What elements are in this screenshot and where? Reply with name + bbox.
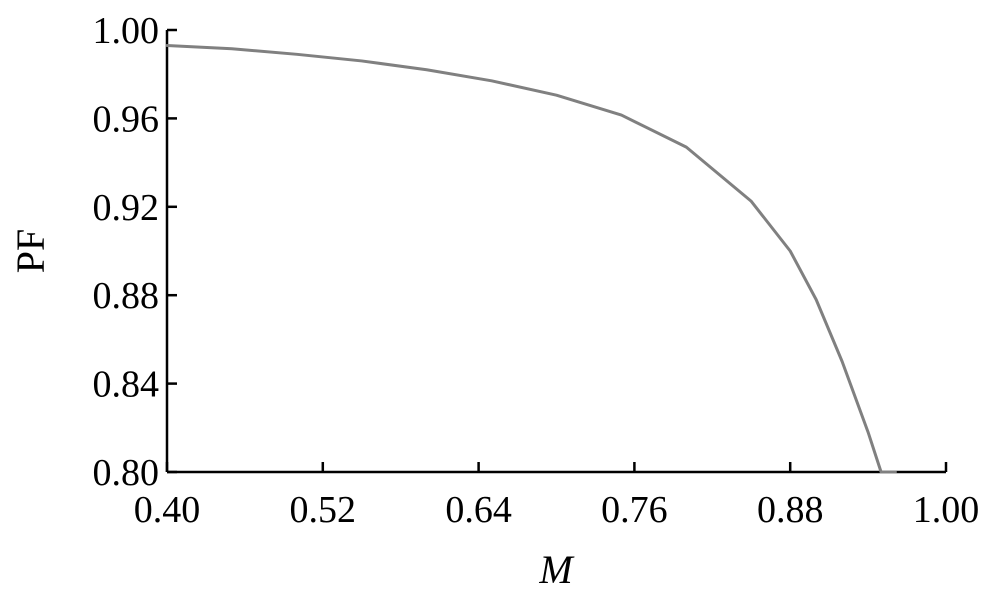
y-ticks: 0.80 0.84 0.88 0.92 0.96 1.00	[93, 10, 177, 494]
x-axis-title: M	[538, 547, 575, 592]
y-axis-title: PF	[8, 229, 53, 274]
y-tick-label: 0.80	[93, 452, 160, 494]
x-ticks: 0.40 0.52 0.64 0.76 0.88 1.00	[134, 462, 980, 531]
series-group	[165, 43, 897, 474]
x-tick-label: 0.76	[601, 489, 668, 531]
y-tick-label: 1.00	[93, 10, 160, 52]
series-line	[165, 43, 897, 474]
y-tick-label: 0.96	[93, 98, 160, 140]
x-tick-label: 0.64	[445, 489, 512, 531]
x-tick-label: 0.40	[134, 489, 201, 531]
x-tick-label: 0.88	[757, 489, 824, 531]
y-tick-label: 0.92	[93, 187, 160, 229]
y-tick-label: 0.84	[93, 364, 160, 406]
x-tick-label: 0.52	[290, 489, 357, 531]
x-tick-label: 1.00	[913, 489, 980, 531]
y-tick-label: 0.88	[93, 275, 160, 317]
axes	[165, 30, 946, 474]
